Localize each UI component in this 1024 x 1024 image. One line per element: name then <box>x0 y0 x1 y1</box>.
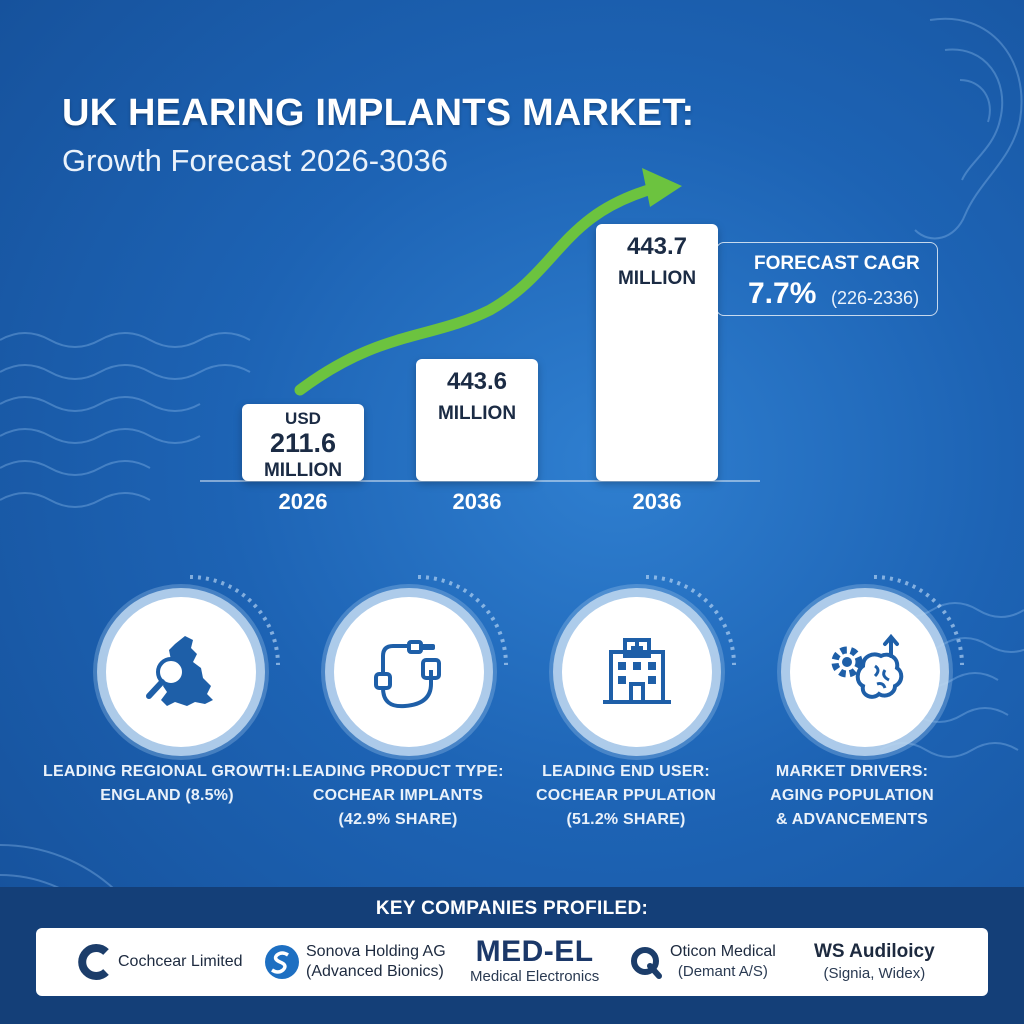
oticon-logo-icon <box>631 947 662 979</box>
stat-region-line2: ENGLAND (8.5%) <box>100 787 234 804</box>
stat-circle-end-user <box>562 597 712 747</box>
bar-2 <box>596 224 718 481</box>
stat-end-user-text: LEADING END USER: COCHEAR PPULATION (51.… <box>501 760 751 832</box>
sonova-logo-icon <box>265 945 299 979</box>
stat-drivers-line3: & ADVANCEMENTS <box>775 811 929 828</box>
stat-region-line1: LEADING REGIONAL GROWTH: <box>42 763 292 780</box>
cochlear-implant-icon <box>374 640 441 709</box>
company-sonova-sub: (Advanced Bionics) <box>306 963 444 980</box>
bar-label-0-0: USD <box>285 409 321 428</box>
med-el-logo: MED-EL <box>475 935 594 968</box>
cochlear-logo-icon <box>78 944 109 980</box>
x-tick-label-0: 2026 <box>279 489 328 514</box>
cagr-period: (226-2336) <box>831 288 920 308</box>
companies-heading: KEY COMPANIES PROFILED: <box>375 898 649 919</box>
cagr-callout <box>716 242 938 316</box>
stat-drivers-line1: MARKET DRIVERS: <box>775 763 929 780</box>
stat-drivers-text: MARKET DRIVERS: AGING POPULATION & ADVAN… <box>727 760 977 832</box>
bar-label-1-1: MILLION <box>438 403 516 424</box>
map-magnifier-icon <box>146 636 213 706</box>
bar-0 <box>242 404 364 481</box>
stat-end-user-line3: (51.2% SHARE) <box>566 811 686 828</box>
gear-brain-icon <box>831 633 904 699</box>
bar-1 <box>416 359 538 481</box>
stat-product-line3: (42.9% SHARE) <box>338 811 458 828</box>
trend-arrow-head <box>642 168 682 207</box>
company-ws-sub: (Signia, Widex) <box>823 965 926 982</box>
bar-label-2-0: 443.7 <box>627 233 687 260</box>
cagr-title: FORECAST CAGR <box>754 253 920 274</box>
stat-end-user-line2: COCHEAR PPULATION <box>536 787 716 804</box>
stat-product-line2: COCHEAR IMPLANTS <box>312 787 484 804</box>
bar-label-0-1: 211.6 <box>270 428 336 458</box>
page-subtitle: Growth Forecast 2026-3036 <box>62 143 448 178</box>
company-med-el-sub: Medical Electronics <box>470 968 600 985</box>
company-ws-name: WS Audiloicy <box>814 941 935 962</box>
stat-end-user-line1: LEADING END USER: <box>542 763 710 780</box>
page-title: UK HEARING IMPLANTS MARKET: <box>62 92 695 134</box>
company-ws-audiology: WS Audiloicy (Signia, Widex) <box>814 928 935 996</box>
stat-circle-drivers <box>790 597 940 747</box>
stat-region-text: LEADING REGIONAL GROWTH: ENGLAND (8.5%) <box>42 760 292 808</box>
company-cochlear-name: Cochcear Limited <box>118 953 243 970</box>
company-cochlear: Cochcear Limited <box>76 928 243 996</box>
company-med-el: MED-EL Medical Electronics <box>470 928 599 996</box>
hospital-icon <box>603 638 671 704</box>
stat-circle-product <box>334 597 484 747</box>
stat-drivers-line2: AGING POPULATION <box>770 787 934 804</box>
stat-circle-region <box>106 597 256 747</box>
x-tick-label-2: 2036 <box>633 489 682 514</box>
company-oticon-sub: (Demant A/S) <box>677 963 768 980</box>
company-sonova-name: Sonova Holding AG <box>306 943 446 960</box>
bar-label-0-2: MILLION <box>264 460 342 481</box>
stat-product-line1: LEADING PRODUCT TYPE: <box>292 763 504 780</box>
bar-label-2-1: MILLION <box>618 268 696 289</box>
trend-arrow <box>294 182 661 396</box>
company-oticon: Oticon Medical (Demant A/S) <box>628 928 776 996</box>
bar-label-1-0: 443.6 <box>447 368 507 395</box>
x-tick-label-1: 2036 <box>453 489 502 514</box>
cagr-value: 7.7% <box>748 277 817 310</box>
company-sonova: Sonova Holding AG (Advanced Bionics) <box>264 928 446 996</box>
companies-card: Cochcear Limited Sonova Holding AG (Adva… <box>36 928 988 996</box>
company-oticon-name: Oticon Medical <box>670 943 776 960</box>
stat-product-text: LEADING PRODUCT TYPE: COCHEAR IMPLANTS (… <box>273 760 523 832</box>
